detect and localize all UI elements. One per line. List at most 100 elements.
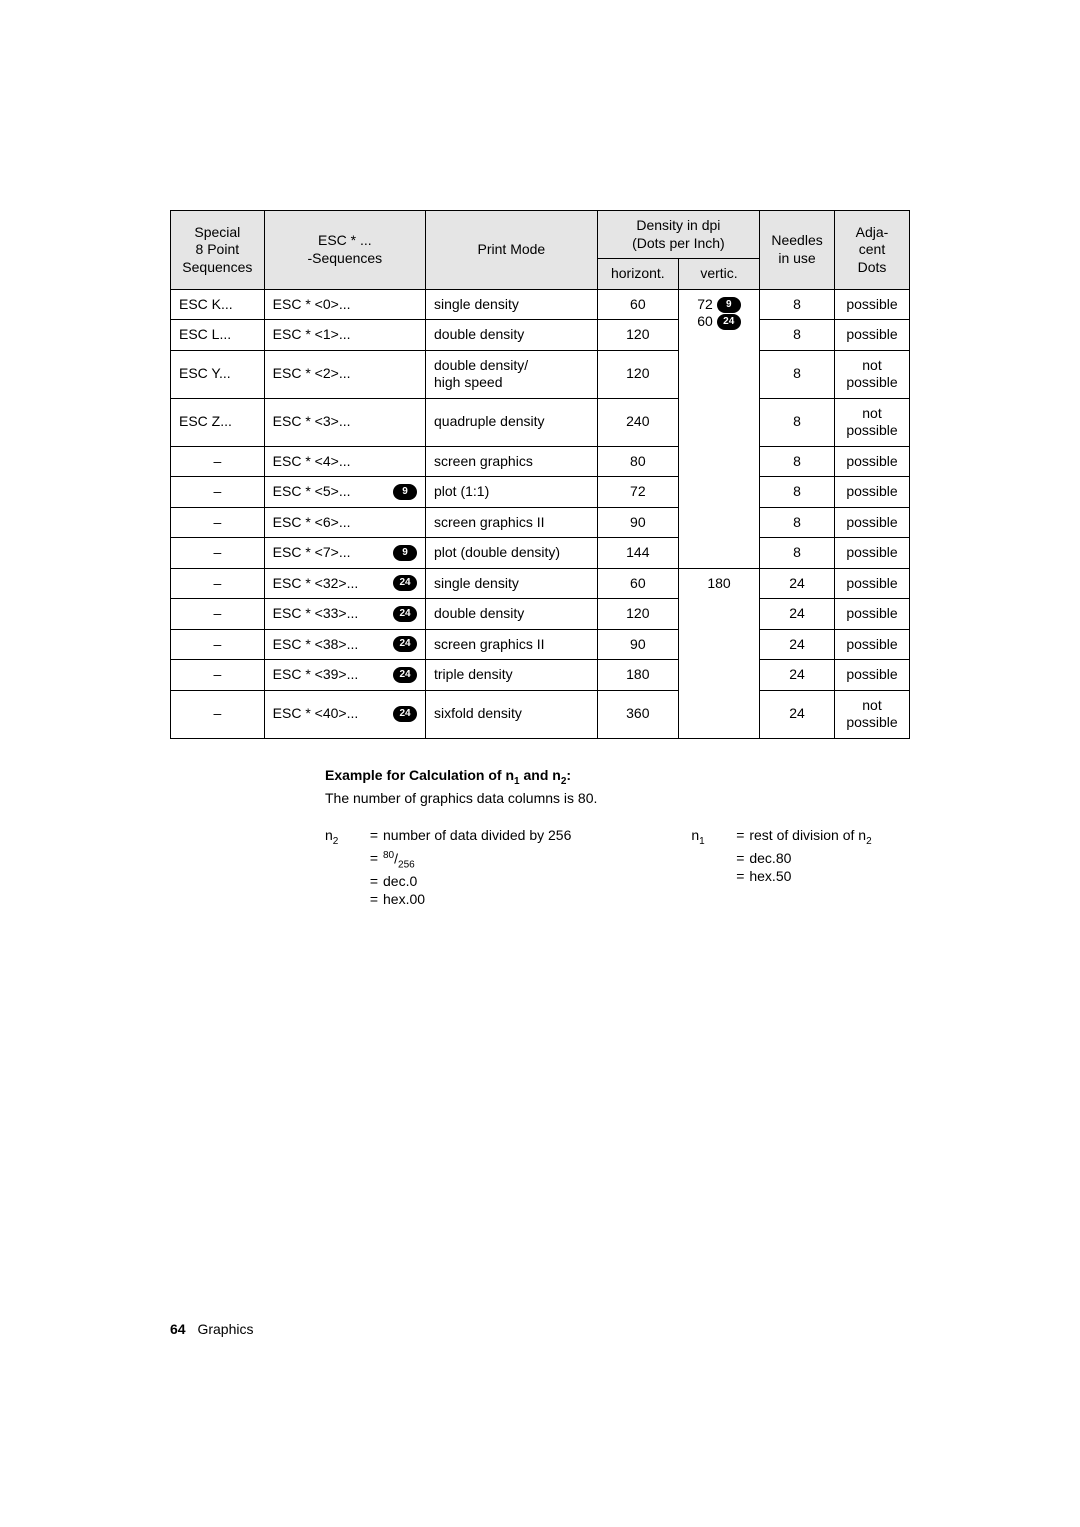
cell-sequence: ESC * <2>...	[264, 350, 425, 398]
th-density: Density in dpi(Dots per Inch)	[597, 211, 759, 259]
table-row: –ESC * <6>...screen graphics II908possib…	[171, 507, 910, 538]
seq-text: ESC * <5>...	[273, 483, 351, 501]
table-row: –ESC * <4>...screen graphics808possible	[171, 446, 910, 477]
eq: =	[731, 867, 749, 886]
n1-hex: hex.50	[749, 867, 791, 886]
cell-dots: notpossible	[835, 398, 910, 446]
cell-mode: single density	[426, 568, 598, 599]
cell-sequence: ESC * <5>...9	[264, 477, 425, 508]
eq: =	[365, 849, 383, 868]
cell-needles: 24	[760, 629, 835, 660]
cell-horizont: 60	[597, 289, 678, 320]
n2-desc: number of data divided by 256	[383, 826, 571, 845]
cell-sequence: ESC * <0>...	[264, 289, 425, 320]
cell-needles: 8	[760, 477, 835, 508]
cell-needles: 24	[760, 599, 835, 630]
seq-text: ESC * <33>...	[273, 605, 359, 623]
n2-hex: hex.00	[383, 890, 425, 909]
cell-horizont: 240	[597, 398, 678, 446]
cell-horizont: 180	[597, 660, 678, 691]
cell-dots: possible	[835, 629, 910, 660]
table-row: –ESC * <5>...9plot (1:1)728possible	[171, 477, 910, 508]
cell-special: –	[171, 629, 265, 660]
needle-badge-icon: 24	[393, 706, 417, 722]
cell-needles: 8	[760, 446, 835, 477]
th-horizont: horizont.	[597, 259, 678, 290]
seq-text: ESC * <4>...	[273, 453, 351, 471]
eq: =	[365, 826, 383, 845]
needle-badge-icon: 24	[393, 636, 417, 652]
seq-text: ESC * <1>...	[273, 326, 351, 344]
cell-needles: 8	[760, 398, 835, 446]
cell-special: –	[171, 568, 265, 599]
table-row: –ESC * <33>...24double density12024possi…	[171, 599, 910, 630]
cell-mode: plot (double density)	[426, 538, 598, 569]
needle-badge-icon: 9	[717, 297, 741, 313]
seq-text: ESC * <2>...	[273, 365, 351, 383]
example-title-pre: Example for Calculation of n	[325, 767, 514, 783]
eq: =	[365, 872, 383, 891]
example-subtitle: The number of graphics data columns is 8…	[325, 790, 910, 806]
cell-mode: quadruple density	[426, 398, 598, 446]
cell-mode: single density	[426, 289, 598, 320]
seq-text: ESC * <0>...	[273, 296, 351, 314]
th-printmode: Print Mode	[426, 211, 598, 290]
cell-mode: sixfold density	[426, 690, 598, 738]
cell-sequence: ESC * <38>... 24	[264, 629, 425, 660]
cell-horizont: 120	[597, 320, 678, 351]
cell-needles: 8	[760, 538, 835, 569]
cell-mode: double density/high speed	[426, 350, 598, 398]
table-body: ESC K...ESC * <0>...single density6072 9…	[171, 289, 910, 738]
cell-special: ESC Y...	[171, 350, 265, 398]
seq-text: ESC * <38>...	[273, 636, 359, 654]
table-row: –ESC * <39>...24triple density18024possi…	[171, 660, 910, 691]
cell-dots: possible	[835, 660, 910, 691]
page-content: Special8 PointSequences ESC * ...-Sequen…	[0, 0, 1080, 909]
needle-badge-icon: 9	[393, 545, 417, 561]
page-footer: 64 Graphics	[170, 1321, 254, 1337]
cell-vertic-group1: 72 960 24	[678, 289, 759, 568]
needle-badge-icon: 24	[393, 667, 417, 683]
seq-text: ESC * <40>...	[273, 705, 359, 723]
cell-horizont: 90	[597, 507, 678, 538]
eq: =	[731, 826, 749, 845]
cell-special: ESC K...	[171, 289, 265, 320]
n1-desc: rest of division of n2	[749, 826, 871, 848]
n2-label: n2	[325, 826, 365, 848]
table-row: ESC K...ESC * <0>...single density6072 9…	[171, 289, 910, 320]
cell-needles: 8	[760, 350, 835, 398]
cell-mode: double density	[426, 320, 598, 351]
cell-special: –	[171, 690, 265, 738]
cell-needles: 8	[760, 289, 835, 320]
page-number: 64	[170, 1321, 186, 1337]
eq: =	[731, 849, 749, 868]
cell-mode: double density	[426, 599, 598, 630]
cell-mode: screen graphics	[426, 446, 598, 477]
cell-special: –	[171, 660, 265, 691]
cell-horizont: 90	[597, 629, 678, 660]
cell-mode: screen graphics II	[426, 629, 598, 660]
section-name: Graphics	[197, 1321, 253, 1337]
eq: =	[365, 890, 383, 909]
cell-horizont: 80	[597, 446, 678, 477]
table-row: –ESC * <32>...24single density6018024pos…	[171, 568, 910, 599]
cell-mode: screen graphics II	[426, 507, 598, 538]
seq-text: ESC * <3>...	[273, 413, 351, 431]
cell-sequence: ESC * <33>...24	[264, 599, 425, 630]
cell-mode: triple density	[426, 660, 598, 691]
needle-badge-icon: 24	[393, 575, 417, 591]
table-row: ESC Y... ESC * <2>... double density/high …	[171, 350, 910, 398]
cell-horizont: 360	[597, 690, 678, 738]
example-section: Example for Calculation of n1 and n2: Th…	[325, 767, 910, 910]
th-dots: Adja-centDots	[835, 211, 910, 290]
cell-vertic-group2: 180	[678, 568, 759, 738]
cell-special: –	[171, 446, 265, 477]
print-mode-table: Special8 PointSequences ESC * ...-Sequen…	[170, 210, 910, 739]
cell-needles: 24	[760, 690, 835, 738]
cell-sequence: ESC * <3>...	[264, 398, 425, 446]
example-title-mid: and n	[520, 767, 561, 783]
cell-dots: notpossible	[835, 690, 910, 738]
cell-horizont: 72	[597, 477, 678, 508]
cell-dots: possible	[835, 507, 910, 538]
th-vertic: vertic.	[678, 259, 759, 290]
